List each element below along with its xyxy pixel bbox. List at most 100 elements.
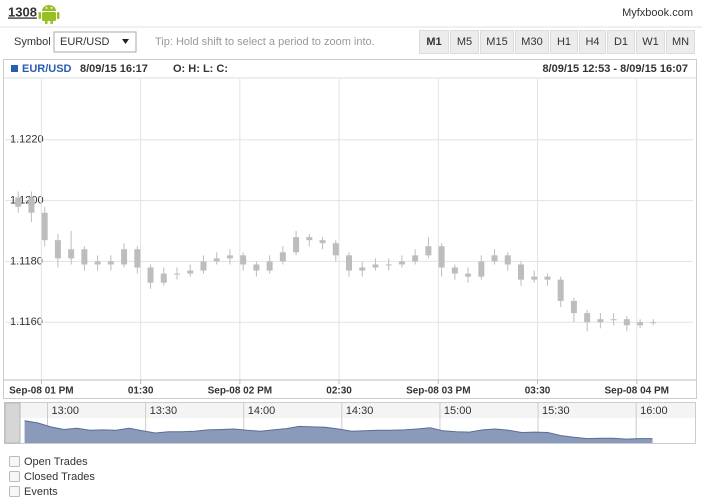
timeframe-button[interactable] — [579, 30, 606, 54]
candle-body — [412, 255, 419, 262]
symbol-value: EUR/USD — [60, 36, 110, 48]
series-marker — [11, 65, 18, 72]
candle-body — [597, 319, 604, 323]
x-tick-label: 01:30 — [128, 386, 154, 397]
candle-body — [253, 264, 260, 271]
timeframe-label: H4 — [585, 36, 599, 48]
candle-body — [147, 267, 154, 283]
candle-body — [544, 276, 551, 280]
candle-body — [637, 322, 644, 326]
candle-body — [425, 246, 432, 256]
candle-body — [107, 261, 114, 265]
navigator-tick-label: 15:30 — [542, 405, 570, 417]
timeframe-buttons: M1 M5 M15 M30 H1 H4 D1 W1 MN — [419, 30, 695, 54]
chart-frame — [3, 59, 697, 399]
candle-body — [584, 313, 591, 323]
timeframe-button[interactable] — [450, 30, 479, 54]
candle-body — [134, 249, 141, 268]
plot: 1.1160 1.1180 1.1200 1.1220 Sep-08 01 PM 01:3… — [5, 79, 693, 397]
candle-body — [478, 261, 485, 277]
candle-body — [41, 212, 48, 241]
timeframe-button[interactable] — [419, 30, 449, 54]
candle-body — [650, 322, 657, 324]
candle-body — [610, 319, 617, 321]
timeframe-button[interactable] — [515, 30, 549, 54]
navigator-tick-label: 13:00 — [52, 405, 80, 417]
candle-body — [68, 249, 75, 259]
candle-body — [81, 249, 88, 265]
candle-body — [213, 258, 220, 262]
candle-body — [451, 267, 458, 274]
chart-range: 8/09/15 12:53 - 8/09/15 16:07 — [542, 63, 688, 75]
candle-body — [372, 264, 379, 268]
checkbox[interactable] — [9, 456, 20, 467]
ohlc-label: O: H: L: C: — [173, 63, 228, 75]
candle-body — [398, 261, 405, 265]
navigator-tick-label: 14:30 — [346, 405, 374, 417]
timeframe-label: M15 — [486, 36, 507, 48]
checkbox[interactable] — [9, 471, 20, 482]
navigator: 13:00 13:30 14:00 14:30 15:00 15:30 16:00 — [24, 403, 668, 443]
candle-body — [54, 240, 61, 259]
navigator-tick-label: 13:30 — [150, 405, 178, 417]
option-label: Events — [24, 486, 58, 498]
x-tick-label: 02:30 — [326, 386, 352, 397]
candle-body — [557, 279, 564, 301]
timeframe-button[interactable] — [480, 30, 514, 54]
tip: Tip: Hold shift to select a period to zo… — [155, 36, 375, 48]
candle-body — [359, 267, 366, 271]
timeframe-label: H1 — [557, 36, 571, 48]
candle-body — [293, 237, 300, 253]
option-label: Closed Trades — [24, 471, 95, 483]
candle-body — [240, 255, 247, 265]
navigator-band — [5, 403, 695, 418]
candle-body — [518, 264, 524, 280]
navigator-tick-label: 15:00 — [444, 405, 472, 417]
candle-body — [491, 255, 498, 262]
candle-body — [187, 270, 194, 274]
navigator-tick-label: 14:00 — [248, 405, 276, 417]
timeframe-button[interactable] — [636, 30, 665, 54]
candle-body — [174, 273, 180, 275]
x-tick-label: 03:30 — [525, 386, 551, 397]
y-tick-label: 1.1160 — [10, 316, 43, 328]
navigator-tick-label: 16:00 — [640, 405, 668, 417]
y-tick-label: 1.1200 — [10, 195, 44, 207]
candle-body — [531, 276, 538, 280]
candle-body — [279, 252, 286, 262]
timeframe-label: M30 — [521, 36, 542, 48]
y-tick-label: 1.1220 — [10, 134, 44, 146]
timeframe-button[interactable] — [550, 30, 578, 54]
timeframe-button[interactable] — [666, 30, 695, 54]
candle-body — [465, 273, 472, 277]
timeframe-label: M5 — [457, 36, 472, 48]
account-link[interactable]: 1308 — [8, 4, 37, 19]
candle-body — [623, 319, 630, 326]
select-arrow — [122, 39, 129, 44]
android-icon — [38, 5, 60, 24]
candle-body — [266, 261, 273, 271]
candle-body — [121, 249, 128, 265]
x-tick-label: Sep-08 04 PM — [605, 386, 669, 397]
candle-body — [385, 264, 392, 266]
x-tick-label: Sep-08 03 PM — [406, 386, 470, 397]
candle-body — [200, 261, 207, 271]
navigator-handle[interactable] — [4, 402, 21, 444]
checkbox[interactable] — [9, 486, 20, 497]
timeframe-label: M1 — [426, 36, 441, 48]
timeframe-label: D1 — [614, 36, 628, 48]
candle-body — [94, 261, 101, 265]
candle-body — [332, 243, 339, 256]
x-tick-label: Sep-08 02 PM — [208, 386, 272, 397]
timeframe-button[interactable] — [607, 30, 635, 54]
symbol-select[interactable] — [53, 31, 137, 53]
symbol-label: Symbol — [14, 36, 51, 48]
candle-body — [319, 240, 326, 244]
site-name: Myfxbook.com — [622, 7, 693, 19]
timeframe-label: W1 — [642, 36, 659, 48]
chart-symbol: EUR/USD — [22, 63, 72, 75]
candle-body — [15, 197, 22, 207]
y-tick-label: 1.1180 — [10, 255, 43, 267]
timeframe-label: MN — [672, 36, 689, 48]
